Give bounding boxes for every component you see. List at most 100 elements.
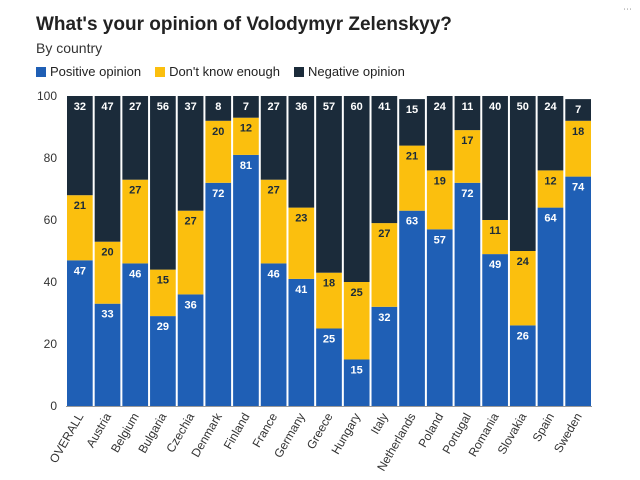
bar-segment-negative[interactable] [371, 96, 398, 224]
bar-segment-dont-know[interactable] [205, 120, 232, 183]
data-label: 24 [434, 101, 447, 113]
bar-segment-positive[interactable] [454, 182, 481, 406]
bar-segment-negative[interactable] [399, 99, 425, 146]
data-label: 74 [572, 182, 585, 194]
bar-segment-positive[interactable] [426, 229, 453, 406]
bar-segment-negative[interactable] [177, 96, 204, 211]
bar-segment-positive[interactable] [288, 278, 315, 406]
data-label: 63 [406, 216, 418, 228]
bar-segment-positive[interactable] [233, 154, 259, 406]
data-label: 27 [129, 101, 141, 113]
bar-segment-dont-know[interactable] [565, 120, 591, 177]
data-label: 27 [129, 185, 141, 197]
bar-segment-negative[interactable] [454, 96, 481, 131]
data-label: 57 [434, 234, 446, 246]
bar-segment-dont-know[interactable] [482, 220, 508, 255]
data-label: 41 [295, 284, 307, 296]
data-label: 7 [243, 101, 249, 113]
bar-segment-positive[interactable] [205, 182, 232, 406]
y-tick-label: 20 [44, 337, 58, 351]
bar-segment-negative[interactable] [537, 96, 564, 171]
data-label: 56 [157, 101, 169, 113]
data-label: 57 [323, 101, 335, 113]
bar-segment-positive[interactable] [94, 303, 121, 406]
bar-segment-positive[interactable] [509, 325, 536, 406]
data-label: 72 [461, 188, 473, 200]
data-label: 50 [517, 101, 529, 113]
bar-segment-positive[interactable] [399, 210, 425, 406]
data-label: 49 [489, 259, 501, 271]
bar-segment-negative[interactable] [509, 96, 536, 251]
data-label: 33 [101, 309, 113, 321]
bar-segment-negative[interactable] [94, 96, 121, 242]
bar-segment-negative[interactable] [288, 96, 315, 208]
x-tick-label: Italy [368, 411, 391, 437]
data-label: 24 [544, 101, 557, 113]
bar-segment-positive[interactable] [122, 263, 149, 406]
legend-label-positive: Positive opinion [50, 64, 142, 79]
bar-segment-dont-know[interactable] [288, 207, 315, 279]
bar-segment-dont-know[interactable] [233, 117, 259, 155]
more-options-icon[interactable]: ⋯ [623, 4, 632, 14]
bar-segment-negative[interactable] [205, 96, 232, 121]
data-label: 37 [184, 101, 196, 113]
y-tick-label: 0 [50, 399, 57, 413]
bar-segment-positive[interactable] [316, 328, 342, 407]
bar-segment-positive[interactable] [343, 359, 370, 407]
bar-segment-dont-know[interactable] [537, 170, 564, 208]
bar-segment-positive[interactable] [537, 207, 564, 406]
bar-segment-positive[interactable] [177, 294, 204, 406]
chart-subtitle: By country [36, 40, 103, 56]
bar-segment-positive[interactable] [371, 306, 398, 406]
data-label: 15 [157, 275, 169, 287]
data-label: 29 [157, 321, 169, 333]
bar-segment-dont-know[interactable] [94, 241, 121, 304]
data-label: 20 [101, 247, 113, 259]
bar-segment-dont-know[interactable] [67, 195, 93, 261]
bar-segment-negative[interactable] [150, 96, 176, 270]
bar-segment-negative[interactable] [565, 99, 591, 121]
bar-segment-negative[interactable] [316, 96, 342, 273]
data-label: 19 [434, 175, 446, 187]
bar-segment-positive[interactable] [150, 316, 176, 406]
bar-segment-negative[interactable] [260, 96, 287, 180]
data-label: 27 [378, 228, 390, 240]
bar-segment-dont-know[interactable] [454, 130, 481, 183]
bar-segment-negative[interactable] [233, 96, 259, 118]
data-label: 46 [268, 268, 280, 280]
data-label: 27 [268, 185, 280, 197]
data-label: 40 [489, 101, 501, 113]
bar-segment-negative[interactable] [482, 96, 508, 220]
legend-item-positive: Positive opinion [36, 64, 141, 79]
bar-segment-dont-know[interactable] [399, 145, 425, 211]
bar-segment-dont-know[interactable] [316, 272, 342, 329]
bar-segment-positive[interactable] [260, 263, 287, 406]
x-tick-label: OVERALL [47, 410, 87, 465]
bar-segment-dont-know[interactable] [509, 251, 536, 326]
data-label: 18 [572, 126, 584, 138]
data-label: 46 [129, 268, 141, 280]
bar-segment-dont-know[interactable] [426, 170, 453, 230]
bar-segment-negative[interactable] [67, 96, 93, 196]
bar-segment-negative[interactable] [122, 96, 149, 180]
bar-segment-dont-know[interactable] [122, 179, 149, 264]
bar-segment-positive[interactable] [482, 254, 508, 406]
bar-segment-negative[interactable] [426, 96, 453, 171]
data-label: 8 [215, 101, 221, 113]
bar-segment-dont-know[interactable] [371, 223, 398, 307]
bar-segment-positive[interactable] [67, 260, 93, 406]
bar-segment-dont-know[interactable] [177, 210, 204, 295]
x-tick-label: Spain [530, 411, 557, 445]
x-tick-label: Finland [221, 411, 253, 452]
bar-segment-positive[interactable] [565, 176, 591, 406]
bar-segment-dont-know[interactable] [343, 282, 370, 360]
data-label: 81 [240, 160, 252, 172]
bar-segment-negative[interactable] [343, 96, 370, 282]
bar-segment-dont-know[interactable] [260, 179, 287, 264]
y-tick-label: 100 [37, 89, 57, 103]
bar-segment-dont-know[interactable] [150, 269, 176, 317]
data-label: 60 [351, 101, 363, 113]
legend-label-dont-know: Don't know enough [169, 64, 280, 79]
data-label: 25 [351, 287, 363, 299]
